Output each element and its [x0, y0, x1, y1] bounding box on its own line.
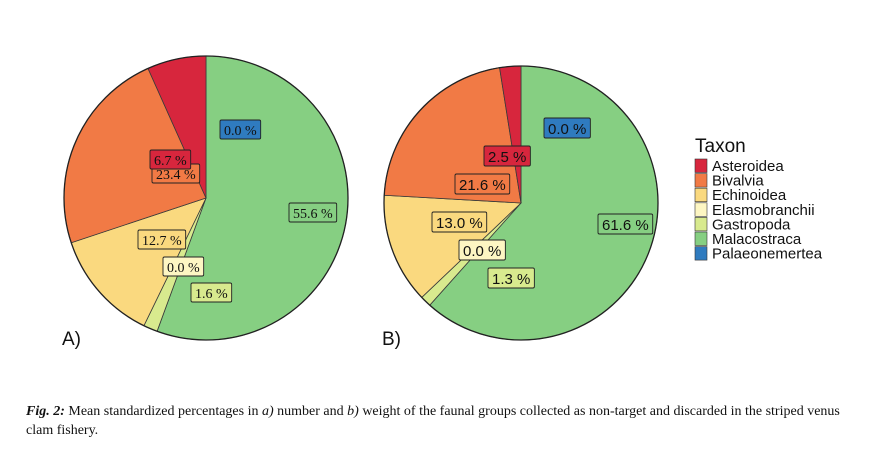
legend-swatch-bivalvia [694, 173, 708, 188]
pie-a-label-box-echinoidea [137, 229, 187, 250]
caption-lead: Fig. 2: [26, 404, 65, 419]
pie-b-label-palaeonemertea: 0.0 % [543, 117, 591, 139]
pie-b-label-elasmobranchii: 0.0 % [458, 239, 506, 261]
legend-swatch-asteroidea [694, 158, 708, 173]
caption-part1: Mean standardized percentages in [64, 404, 262, 419]
legend-swatch-malacostraca [694, 231, 708, 246]
legend-swatch-echinoidea [694, 187, 708, 202]
pie-b-label-text-asteroidea: 2.5 % [488, 149, 526, 166]
legend-label-elasmobranchii: Elasmobranchii [712, 202, 815, 219]
pie-chart-a: 1.6 % 0.0 % 12.7 % 55.6 % 23.4 %6.7 % 0.0 % [63, 55, 349, 341]
pie-b-label-box-bivalvia [454, 173, 511, 195]
pie-a-label-asteroidea: 6.7 % [149, 149, 192, 170]
pie-a-label-elasmobranchii: 0.0 % [162, 256, 205, 277]
pie-a-label-box-gastropoda [190, 282, 233, 303]
pie-a-label-text-asteroidea: 6.7 % [154, 154, 187, 169]
caption-part3: weight of the faunal groups collected as… [26, 404, 840, 438]
pie-b-label-text-bivalvia: 21.6 % [459, 177, 506, 194]
legend-label-bivalvia: Bivalvia [712, 173, 764, 190]
legend-title: Taxon [695, 136, 746, 157]
caption-b: b) [347, 404, 359, 419]
pie-a-label-text-echinoidea: 12.7 % [142, 234, 182, 249]
panel-label-b: B) [382, 329, 401, 350]
pie-b-label-text-malacostraca: 61.6 % [602, 217, 649, 234]
pie-a-label-box-palaeonemertea [219, 119, 262, 140]
legend-swatch-gastropoda [694, 217, 708, 232]
legend: Taxon AsteroideaBivalviaEchinoideaElasmo… [694, 136, 823, 263]
chart-area: 1.6 % 0.0 % 12.7 % 55.6 % 23.4 %6.7 % 0.0 % 1… [62, 55, 823, 350]
pie-a-label-box-malacostraca [288, 202, 338, 223]
legend-label-asteroidea: Asteroidea [712, 158, 784, 175]
pie-a-label-text-gastropoda: 1.6 % [195, 287, 228, 302]
pie-b-label-text-gastropoda: 1.3 % [492, 271, 530, 288]
legend-label-gastropoda: Gastropoda [712, 216, 791, 233]
figure-caption: Fig. 2: Mean standardized percentages in… [26, 402, 866, 440]
caption-a: a) [261, 404, 274, 419]
pie-a-label-echinoidea: 12.7 % [137, 229, 187, 250]
pie-a-label-box-elasmobranchii [162, 256, 205, 277]
pie-b-outline [383, 65, 659, 341]
pie-b-label-asteroidea: 2.5 % [483, 145, 531, 167]
pie-b-label-box-asteroidea [483, 145, 531, 167]
pie-b-label-box-malacostraca [597, 213, 654, 235]
caption-part2: number and [273, 404, 348, 419]
legend-label-echinoidea: Echinoidea [712, 187, 787, 204]
pie-a-label-box-asteroidea [149, 149, 192, 170]
panel-label-a: A) [62, 329, 81, 350]
pie-a-label-gastropoda: 1.6 % [190, 282, 233, 303]
pie-b-label-echinoidea: 13.0 % [431, 211, 488, 233]
pie-a-label-palaeonemertea: 0.0 % [219, 119, 262, 140]
legend-label-palaeonemertea: Palaeonemertea [712, 246, 823, 263]
pie-a-outline [63, 55, 349, 341]
pie-b-label-malacostraca: 61.6 % [597, 213, 654, 235]
pie-b-label-text-echinoidea: 13.0 % [436, 215, 483, 232]
pie-b-label-box-echinoidea [431, 211, 488, 233]
pie-a-label-text-elasmobranchii: 0.0 % [167, 261, 200, 276]
pie-a-label-text-malacostraca: 55.6 % [293, 207, 333, 222]
pie-b-label-text-elasmobranchii: 0.0 % [463, 243, 501, 260]
pie-chart-b: 1.3 % 0.0 % 13.0 % 61.6 % 21.6 % 2.5 % 0.0 % [383, 65, 659, 341]
pie-a-label-text-palaeonemertea: 0.0 % [224, 124, 257, 139]
pie-a-label-malacostraca: 55.6 % [288, 202, 338, 223]
pie-a-label-text-bivalvia: 23.4 % [156, 168, 196, 183]
pie-b-label-box-elasmobranchii [458, 239, 506, 261]
legend-swatch-palaeonemertea [694, 246, 708, 261]
pie-b-label-box-gastropoda [487, 267, 535, 289]
legend-swatch-elasmobranchii [694, 202, 708, 217]
pie-b-label-box-palaeonemertea [543, 117, 591, 139]
legend-label-malacostraca: Malacostraca [712, 231, 802, 248]
pie-b-label-text-palaeonemertea: 0.0 % [548, 121, 586, 138]
pie-b-label-gastropoda: 1.3 % [487, 267, 535, 289]
pie-b-label-bivalvia: 21.6 % [454, 173, 511, 195]
